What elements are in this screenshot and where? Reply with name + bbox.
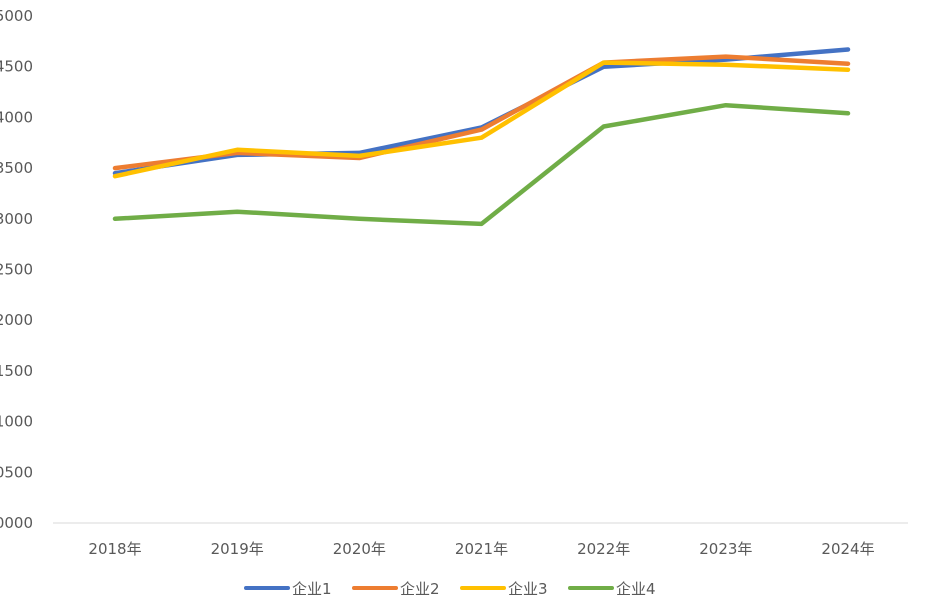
legend-label: 企业1 xyxy=(292,580,332,598)
legend-label: 企业2 xyxy=(400,580,440,598)
y-tick-label: 4500 xyxy=(0,58,33,76)
y-tick-label: 2000 xyxy=(0,311,33,329)
x-tick-label: 2022年 xyxy=(577,540,630,558)
legend-label: 企业3 xyxy=(508,580,548,598)
legend-item: 企业3 xyxy=(462,580,548,598)
series-line-3 xyxy=(115,63,848,177)
legend-label: 企业4 xyxy=(616,580,656,598)
x-tick-label: 2024年 xyxy=(821,540,874,558)
x-tick-label: 2020年 xyxy=(333,540,386,558)
y-tick-label: 3500 xyxy=(0,159,33,177)
x-tick-label: 2023年 xyxy=(699,540,752,558)
series-lines xyxy=(115,49,848,223)
series-line-4 xyxy=(115,105,848,224)
y-tick-label: 2500 xyxy=(0,261,33,279)
y-tick-label: 1500 xyxy=(0,362,33,380)
x-axis-ticks: 2018年 2019年 2020年 2021年 2022年 2023年 2024年 xyxy=(88,540,874,558)
legend: 企业1 企业2 企业3 企业4 xyxy=(246,580,656,598)
legend-item: 企业4 xyxy=(570,580,656,598)
x-tick-label: 2019年 xyxy=(211,540,264,558)
legend-item: 企业2 xyxy=(354,580,440,598)
legend-item: 企业1 xyxy=(246,580,332,598)
x-tick-label: 2018年 xyxy=(88,540,141,558)
x-tick-label: 2021年 xyxy=(455,540,508,558)
y-tick-label: 4000 xyxy=(0,108,33,126)
y-tick-label: 3000 xyxy=(0,210,33,228)
y-tick-label: 1000 xyxy=(0,413,33,431)
